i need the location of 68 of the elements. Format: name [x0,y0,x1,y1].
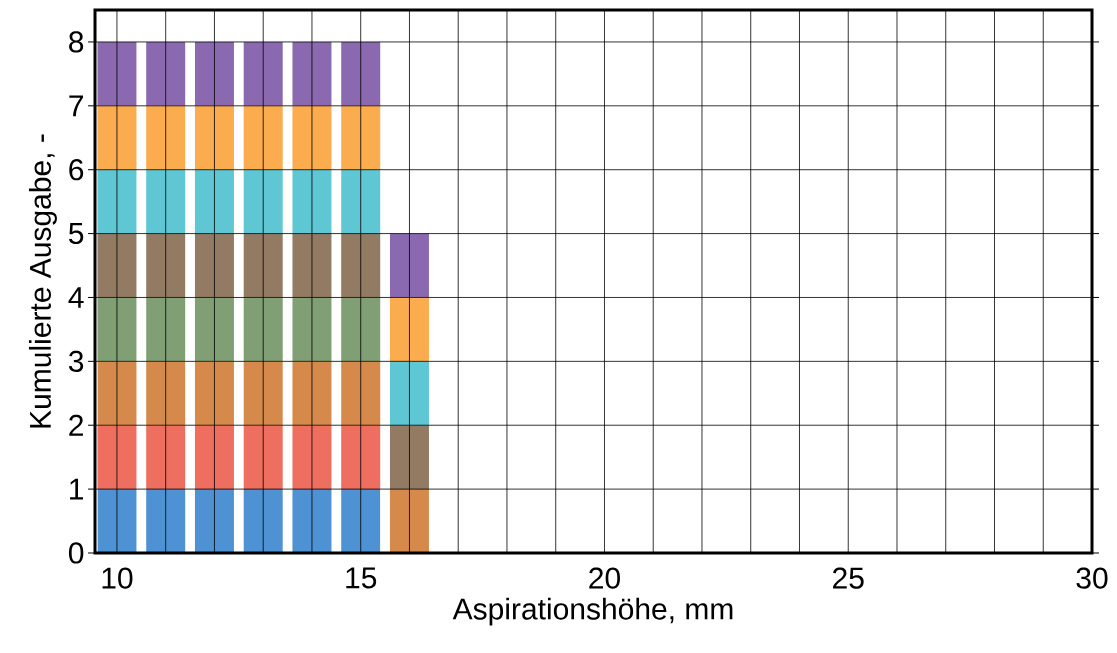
bar [146,41,186,106]
bar [292,233,332,298]
bar [146,361,186,426]
bar [389,489,429,553]
bar [97,233,137,298]
bar [97,169,137,234]
x-tick-label: 15 [346,567,377,589]
bar [341,41,381,106]
bar [389,297,429,362]
y-tick-label: 4 [68,287,84,308]
bar [292,41,332,106]
bar [146,233,186,298]
bar [146,425,186,490]
bar [341,169,381,234]
y-tick-label: 5 [69,223,84,245]
bar [194,105,234,170]
bar [389,233,429,298]
bar [146,169,186,234]
y-tick-label: 1 [70,478,84,500]
bar [243,297,283,362]
bar [194,233,234,298]
bar [97,361,137,426]
bar [97,105,137,170]
bar [97,297,137,362]
bar [292,105,332,170]
bar [243,425,283,490]
bar [292,297,332,362]
x-tick-label: 10 [102,567,133,589]
bar [146,489,186,553]
bar [97,425,137,490]
bar [243,489,283,553]
bar [389,425,429,490]
bar [146,105,186,170]
bar [292,169,332,234]
bar [243,105,283,170]
bar [97,41,137,106]
x-axis-title: Aspirationshöhe, mm [452,597,733,626]
bar [341,361,381,426]
bar [341,489,381,553]
bar [341,297,381,362]
bar [194,169,234,234]
y-tick-label: 7 [69,95,83,117]
bar [341,233,381,298]
bar [243,169,283,234]
bar [389,361,429,426]
bar [292,425,332,490]
bar [292,361,332,426]
y-tick-label: 8 [69,31,84,53]
bar [341,105,381,170]
x-tick-label: 25 [833,567,864,589]
bar [194,425,234,490]
x-tick-label: 20 [589,567,620,589]
bar [243,41,283,106]
y-tick-label: 6 [69,159,84,181]
y-tick-label: 3 [68,350,84,372]
y-tick-label: 2 [69,414,83,436]
bar [292,489,332,553]
bar [194,489,234,553]
y-axis-title: Kumulierte Ausgabe, - [28,134,57,428]
y-tick-label: 0 [68,542,84,564]
bar [146,297,186,362]
bar [341,425,381,490]
bar [194,361,234,426]
bar [194,41,234,106]
bar [194,297,234,362]
x-tick-label: 30 [1076,567,1108,589]
bar [243,361,283,426]
bar [243,233,283,298]
